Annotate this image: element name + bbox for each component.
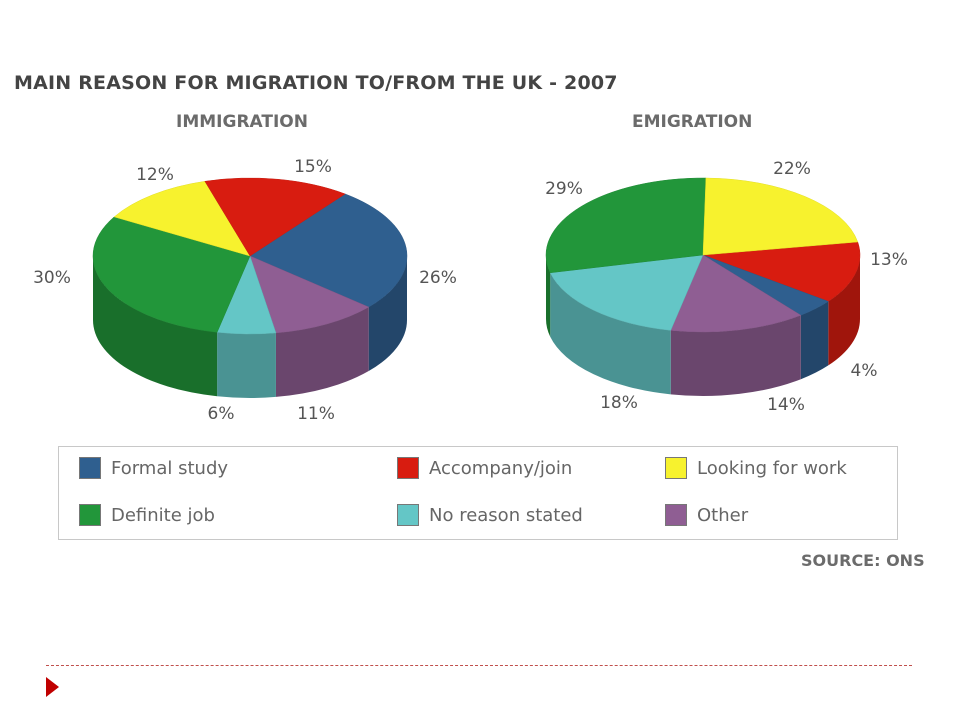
legend-label-definite-job: Definite job: [111, 504, 215, 526]
legend-label-other: Other: [697, 504, 749, 526]
legend-item-formal-study: Formal study: [79, 457, 228, 479]
pie-side-definite-job-immigration: [93, 256, 218, 397]
pie-value-label-accompany-join-immigration: 15%: [294, 157, 332, 177]
pie-value-label-definite-job-emigration: 29%: [545, 179, 583, 199]
pie-slice-other-emigration: [670, 254, 802, 333]
legend-item-definite-job: Definite job: [79, 504, 215, 526]
pie-value-label-no-reason-stated-emigration: 18%: [600, 393, 638, 413]
emigration-subtitle: EMIGRATION: [632, 112, 753, 132]
pie-side-other-emigration: [670, 315, 801, 396]
immigration-subtitle: IMMIGRATION: [176, 112, 308, 132]
legend-swatch-accompany-join: [397, 457, 419, 479]
legend-item-other: Other: [665, 504, 748, 526]
pie-slice-accompany-join-emigration: [702, 241, 861, 302]
immigration-pie-chart: 26% 11% 6% 30% 12% 15%: [33, 157, 457, 424]
pie-value-label-other-immigration: 11%: [297, 404, 335, 424]
pie-slice-definite-job-immigration: [92, 216, 251, 333]
legend-swatch-other: [665, 504, 687, 526]
legend-swatch-definite-job: [79, 504, 101, 526]
pie-slice-accompany-join-immigration: [204, 177, 346, 257]
pie-value-label-formal-study-immigration: 26%: [419, 268, 457, 288]
legend-swatch-no-reason-stated: [397, 504, 419, 526]
legend-label-no-reason-stated: No reason stated: [429, 504, 583, 526]
pie-slice-formal-study-immigration: [249, 193, 408, 308]
pie-side-definite-job-emigration: [546, 255, 551, 337]
pie-value-label-accompany-join-emigration: 13%: [870, 250, 908, 270]
pie-value-label-looking-for-work-emigration: 22%: [773, 159, 811, 179]
pie-value-label-formal-study-emigration: 4%: [851, 361, 878, 381]
pie-side-no-reason-stated-immigration: [217, 332, 276, 398]
pie-side-formal-study-immigration: [368, 256, 407, 372]
pie-value-label-definite-job-immigration: 30%: [33, 268, 71, 288]
legend-item-no-reason-stated: No reason stated: [397, 504, 583, 526]
legend-item-accompany-join: Accompany/join: [397, 457, 572, 479]
legend-swatch-formal-study: [79, 457, 101, 479]
pie-slice-looking-for-work-emigration: [702, 177, 859, 256]
pie-slice-definite-job-emigration: [545, 177, 707, 274]
pie-slice-no-reason-stated-emigration: [549, 254, 704, 331]
bullet-arrow-icon: [46, 677, 59, 697]
pie-value-label-looking-for-work-immigration: 12%: [136, 165, 174, 185]
emigration-pie-chart: 13% 4% 14% 18% 29% 22%: [545, 159, 908, 415]
legend-label-looking-for-work: Looking for work: [697, 457, 847, 479]
legend: Formal study Accompany/join Looking for …: [58, 446, 898, 540]
legend-swatch-looking-for-work: [665, 457, 687, 479]
pie-side-formal-study-emigration: [800, 301, 829, 380]
slide-divider: [46, 665, 912, 666]
legend-label-formal-study: Formal study: [111, 457, 229, 479]
pie-value-label-other-emigration: 14%: [767, 395, 805, 415]
legend-item-looking-for-work: Looking for work: [665, 457, 847, 479]
pie-value-label-no-reason-stated-immigration: 6%: [208, 404, 235, 424]
chart-title: MAIN REASON FOR MIGRATION TO/FROM THE UK…: [14, 72, 618, 94]
pie-side-other-immigration: [275, 307, 369, 397]
legend-label-accompany-join: Accompany/join: [429, 457, 573, 479]
pie-side-accompany-join-emigration: [828, 255, 860, 366]
pie-slice-other-immigration: [249, 255, 370, 334]
source-note: SOURCE: ONS: [801, 551, 925, 570]
